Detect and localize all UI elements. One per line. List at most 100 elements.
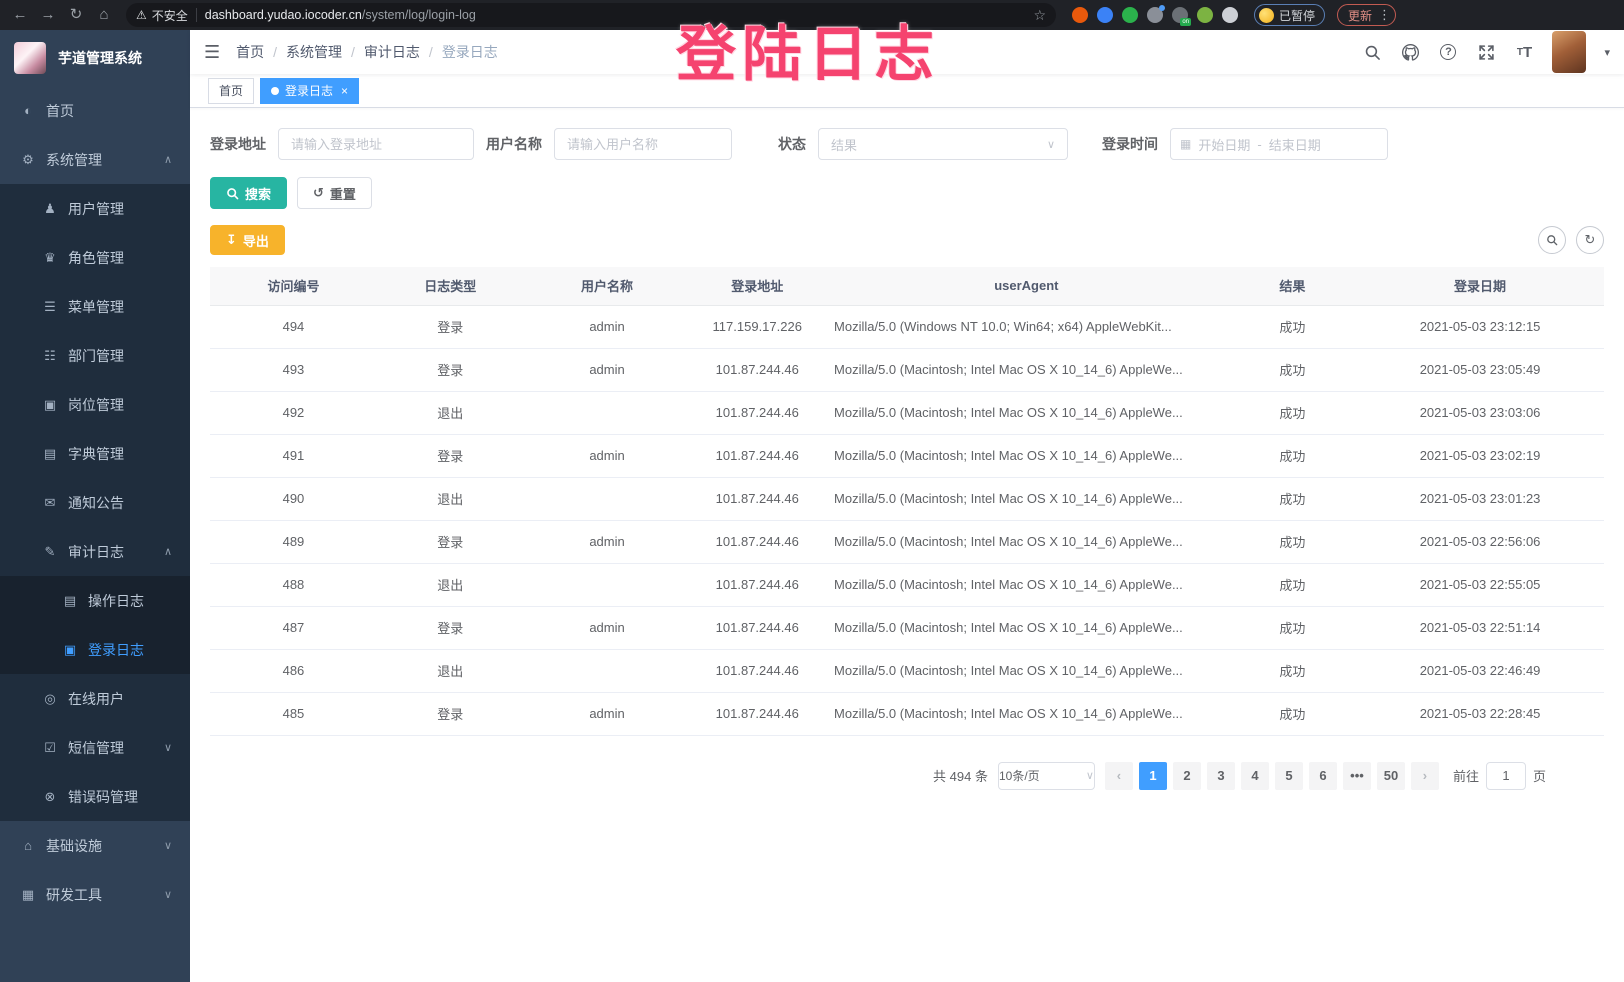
sidebar-item-操作日志[interactable]: ▤ 操作日志	[0, 576, 190, 625]
user-avatar[interactable]	[1552, 31, 1587, 73]
more-pages-button[interactable]: •••	[1342, 761, 1371, 790]
sidebar-item-短信管理[interactable]: ☑ 短信管理 ∨	[0, 723, 190, 772]
table-cell: 登录	[376, 348, 524, 392]
browser-forward-icon[interactable]: →	[40, 6, 56, 23]
table-cell: Mozilla/5.0 (Macintosh; Intel Mac OS X 1…	[824, 649, 1229, 693]
date-start-placeholder: 开始日期	[1198, 137, 1251, 153]
table-cell: 成功	[1228, 305, 1357, 349]
login-log-table: 访问编号 日志类型 用户名称 登录地址 userAgent 结果 登录日期 494 登录 adm…	[210, 267, 1604, 736]
table-cell: 成功	[1228, 649, 1357, 693]
page-button-3[interactable]: 3	[1206, 761, 1235, 790]
status-select[interactable]: 结果 ∨	[818, 128, 1068, 160]
sidebar-item-角色管理[interactable]: ♛ 角色管理	[0, 233, 190, 282]
active-tab-dot	[271, 86, 280, 95]
dept-tree-icon: ☷	[44, 347, 56, 363]
page-button-5[interactable]: 5	[1274, 761, 1303, 790]
page-button-6[interactable]: 6	[1308, 761, 1337, 790]
sidebar-item-label: 登录日志	[88, 641, 144, 658]
extension-list-icon[interactable]: on	[1172, 7, 1191, 26]
reset-button[interactable]: ↺ 重置	[297, 177, 372, 209]
prev-page-button[interactable]: ‹	[1104, 761, 1133, 790]
sidebar-item-审计日志[interactable]: ✎ 审计日志 ∧	[0, 527, 190, 576]
browser-address-bar[interactable]: ⚠ 不安全 dashboard.yudao.iocoder.cn/system/…	[126, 3, 1056, 27]
extension-leaf-icon[interactable]	[1197, 7, 1213, 23]
breadcrumb-item[interactable]: 系统管理	[286, 44, 343, 60]
sidebar: 芋道管理系统 ◐ 首页 ⚙ 系统管理 ∧ ♟ 用户管理 ♛ 角色管理 ☰ 菜单管理 ☷ 部门管理 ▣ 岗位管…	[0, 30, 190, 982]
page-button-50[interactable]: 50	[1376, 761, 1405, 790]
page-button-4[interactable]: 4	[1240, 761, 1269, 790]
url-path: /system/log/login-log	[361, 8, 476, 22]
extension-blue-gem-icon[interactable]	[1097, 7, 1113, 23]
update-button[interactable]: 更新 ⋮	[1337, 4, 1397, 26]
bookmark-star-icon[interactable]: ☆	[1033, 6, 1046, 23]
paused-badge[interactable]: 已暂停	[1254, 4, 1326, 26]
table-toolbar: ↧ 导出 ↻	[210, 225, 1604, 255]
breadcrumb-item[interactable]: 首页	[236, 44, 265, 60]
extension-puzzle-icon[interactable]	[1222, 7, 1238, 23]
table-cell	[523, 391, 691, 435]
help-icon[interactable]: ?	[1438, 42, 1458, 62]
sidebar-item-错误码管理[interactable]: ⊗ 错误码管理	[0, 772, 190, 821]
username-input[interactable]	[554, 128, 732, 160]
login-time-range-picker[interactable]: ▦ 开始日期 - 结束日期	[1170, 128, 1388, 160]
toggle-search-round-button[interactable]	[1538, 226, 1566, 254]
breadcrumb-item[interactable]: 审计日志	[363, 44, 420, 60]
extension-green-circle-icon[interactable]	[1122, 7, 1138, 23]
hamburger-icon[interactable]: ☰	[204, 41, 221, 62]
tab-首页[interactable]: 首页	[208, 77, 255, 104]
header-search-icon[interactable]	[1362, 42, 1382, 62]
table-cell: 494	[210, 305, 377, 349]
refresh-round-button[interactable]: ↻	[1576, 226, 1604, 254]
browser-kebab-menu-icon[interactable]: ⋮	[1378, 7, 1392, 22]
sidebar-item-基础设施[interactable]: ⌂ 基础设施 ∨	[0, 821, 190, 870]
fullscreen-icon[interactable]	[1476, 42, 1496, 62]
next-page-button[interactable]: ›	[1410, 761, 1439, 790]
github-icon[interactable]	[1400, 42, 1420, 62]
sidebar-item-label: 短信管理	[68, 739, 124, 756]
sidebar-item-登录日志[interactable]: ▣ 登录日志	[0, 625, 190, 674]
login-address-input[interactable]	[278, 128, 474, 160]
page-button-2[interactable]: 2	[1172, 761, 1201, 790]
avatar-caret-down-icon[interactable]: ▾	[1604, 46, 1610, 59]
sidebar-item-label: 首页	[46, 102, 74, 119]
export-button[interactable]: ↧ 导出	[210, 225, 285, 255]
extension-grid-icon[interactable]	[1147, 5, 1165, 23]
sidebar-item-研发工具[interactable]: ▦ 研发工具 ∨	[0, 870, 190, 919]
search-button[interactable]: 搜索	[210, 177, 288, 209]
table-row: 492 退出 101.87.244.46 Mozilla/5.0 (Macintosh…	[210, 391, 1604, 435]
page-size-select[interactable]: 10条/页 ∨	[997, 761, 1095, 790]
error-code-icon: ⊗	[44, 788, 56, 804]
reset-button-label: 重置	[329, 186, 356, 202]
sidebar-item-部门管理[interactable]: ☷ 部门管理	[0, 331, 190, 380]
table-cell: 登录	[376, 434, 524, 478]
sidebar-item-用户管理[interactable]: ♟ 用户管理	[0, 184, 190, 233]
operate-log-icon: ▤	[63, 592, 77, 608]
page-button-1[interactable]: 1	[1138, 761, 1167, 790]
extension-orange-icon[interactable]	[1072, 7, 1088, 23]
sidebar-item-系统管理[interactable]: ⚙ 系统管理 ∧	[0, 135, 190, 184]
sidebar-item-label: 通知公告	[68, 494, 124, 511]
table-row: 490 退出 101.87.244.46 Mozilla/5.0 (Macintosh…	[210, 477, 1604, 521]
browser-reload-icon[interactable]: ↻	[69, 6, 83, 23]
app-logo-row[interactable]: 芋道管理系统	[0, 30, 190, 86]
table-row: 489 登录 admin 101.87.244.46 Mozilla/5.0 (Maci…	[210, 520, 1604, 564]
sidebar-item-label: 错误码管理	[68, 788, 138, 805]
sidebar-item-在线用户[interactable]: ◎ 在线用户	[0, 674, 190, 723]
sidebar-item-岗位管理[interactable]: ▣ 岗位管理	[0, 380, 190, 429]
browser-home-icon[interactable]: ⌂	[99, 6, 109, 23]
app-logo-avatar	[14, 42, 46, 74]
tab-close-icon[interactable]: ×	[341, 83, 349, 98]
dev-tools-icon: ▦	[21, 886, 35, 902]
table-cell: 101.87.244.46	[690, 434, 825, 478]
sidebar-item-字典管理[interactable]: ▤ 字典管理	[0, 429, 190, 478]
status-label: 状态	[778, 136, 806, 152]
sidebar-item-菜单管理[interactable]: ☰ 菜单管理	[0, 282, 190, 331]
goto-page-input[interactable]	[1485, 761, 1526, 790]
sidebar-item-首页[interactable]: ◐ 首页	[0, 86, 190, 135]
sidebar-item-通知公告[interactable]: ✉ 通知公告	[0, 478, 190, 527]
browser-back-icon[interactable]: ←	[12, 6, 28, 23]
table-cell: 486	[210, 649, 377, 693]
url-text: dashboard.yudao.iocoder.cn/system/log/lo…	[205, 8, 476, 22]
tab-登录日志[interactable]: 登录日志 ×	[260, 77, 360, 104]
